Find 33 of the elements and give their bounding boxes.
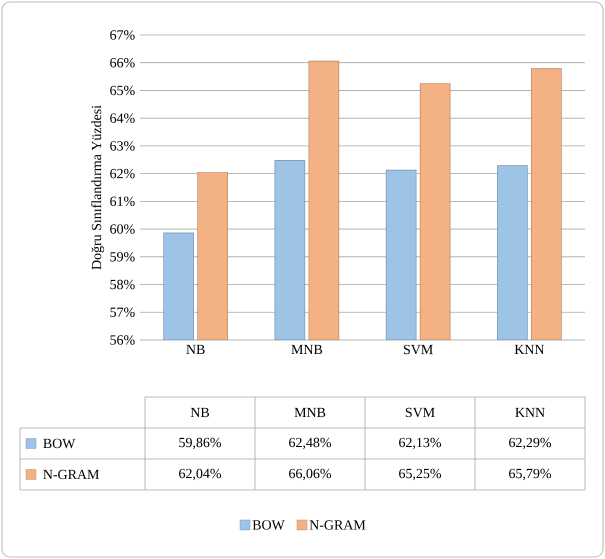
y-tick-label: 66% [110, 58, 135, 68]
y-tick-label: 64% [110, 113, 135, 123]
data-label: 62,48% [289, 438, 332, 450]
legend-label: N-GRAM [43, 470, 100, 480]
y-tick-label: 61% [110, 196, 135, 206]
y-tick-label: 63% [110, 141, 135, 151]
y-tick-label: 58% [110, 280, 135, 290]
category-label: KNN [515, 408, 545, 418]
text: BOW [252, 520, 285, 530]
data-label: 66,06% [289, 468, 332, 480]
data-label: 65,79% [509, 468, 552, 480]
x-tick-label: MNB [291, 344, 322, 354]
x-tick-label: NB [186, 344, 205, 354]
data-label: 62,13% [399, 438, 442, 450]
y-tick-label: 67% [110, 30, 135, 40]
category-label: NB [190, 408, 210, 418]
y-tick-label: 60% [110, 224, 135, 234]
data-label: 62,29% [509, 438, 552, 450]
y-tick-label: 56% [110, 335, 135, 345]
data-label: 59,86% [179, 438, 222, 450]
y-tick-label: 62% [110, 168, 135, 178]
x-tick-label: KNN [514, 344, 544, 354]
x-tick-label: SVM [404, 344, 433, 354]
y-tick-label: 65% [110, 86, 135, 96]
y-axis-title: Doğru Sınıflandırma Yüzdesi [91, 105, 104, 270]
y-tick-label: 59% [110, 252, 135, 262]
data-label: 62,04% [179, 468, 222, 480]
text: N-GRAM [310, 520, 366, 530]
category-label: MNB [294, 408, 326, 418]
data-label: 65,25% [399, 468, 442, 480]
legend-label: BOW [43, 438, 76, 448]
category-label: SVM [406, 408, 435, 418]
y-tick-label: 57% [110, 308, 135, 317]
